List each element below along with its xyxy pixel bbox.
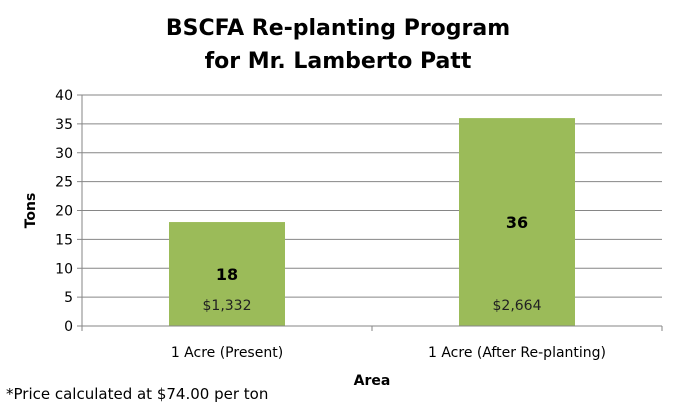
y-tick-label: 5	[64, 290, 73, 306]
bar	[169, 222, 285, 326]
axes	[77, 94, 663, 331]
y-tick-label: 35	[55, 117, 73, 133]
chart-title-line2: for Mr. Lamberto Patt	[204, 49, 472, 74]
bar	[459, 118, 575, 326]
bars	[169, 118, 575, 326]
labels: 0 5 10 15 20 25 30 35 40 1 Acre (Present) 18 $1,332…	[23, 88, 606, 389]
x-axis-title: Area	[354, 373, 391, 389]
y-axis-title: Tons	[23, 193, 39, 229]
price-label: $1,332	[203, 298, 252, 314]
y-tick-label: 15	[55, 232, 73, 248]
y-tick-label: 0	[64, 319, 73, 335]
y-tick-label: 10	[55, 261, 73, 277]
chart-title: BSCFA Re-planting Program for Mr. Lamber…	[0, 12, 676, 78]
footnote: *Price calculated at $74.00 per ton	[6, 385, 269, 403]
data-label: 36	[506, 213, 528, 232]
x-tick-label: 1 Acre (After Re-planting)	[428, 345, 606, 361]
y-tick-label: 30	[55, 146, 73, 162]
y-tick-label: 40	[55, 88, 73, 104]
y-tick-label: 20	[55, 204, 73, 220]
y-tick-label: 25	[55, 175, 73, 191]
data-label: 18	[216, 265, 238, 284]
chart-title-line1: BSCFA Re-planting Program	[165, 16, 511, 41]
price-label: $2,664	[493, 298, 542, 314]
x-tick-label: 1 Acre (Present)	[171, 345, 283, 361]
